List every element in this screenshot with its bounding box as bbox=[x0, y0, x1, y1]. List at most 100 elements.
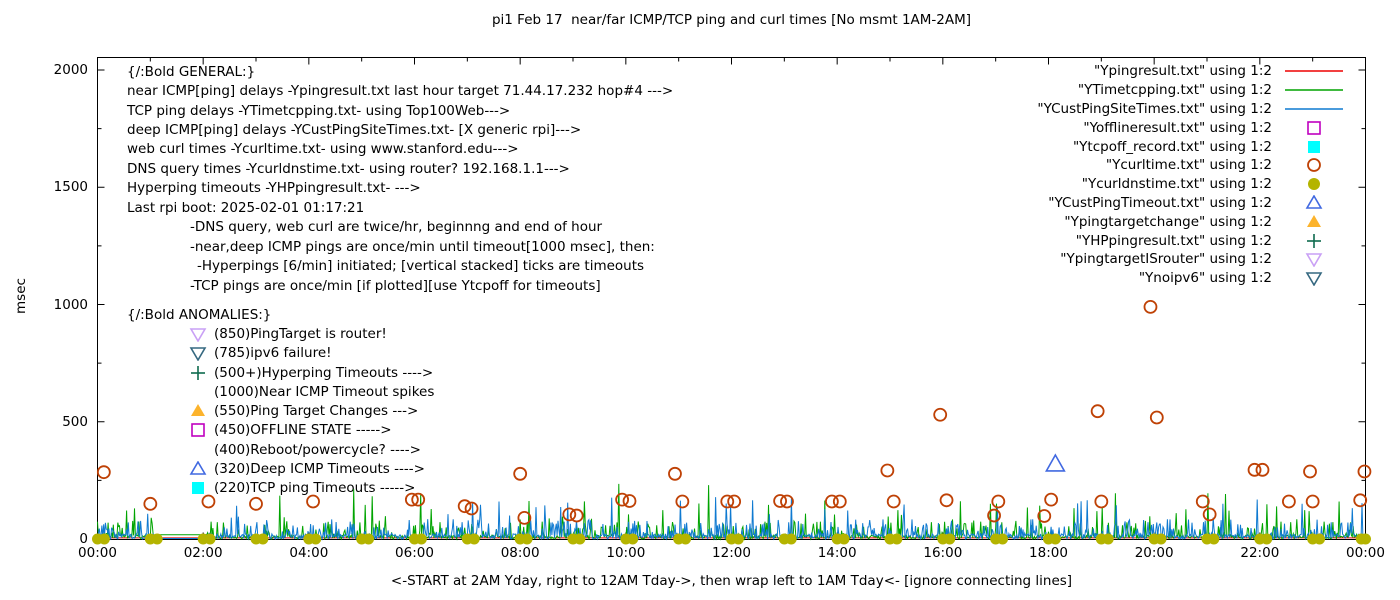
x-tick-label: 22:00 bbox=[1240, 545, 1280, 561]
annotation-line: Last rpi boot: 2025-02-01 01:17:21 bbox=[127, 198, 673, 217]
legend-marker bbox=[1276, 157, 1352, 173]
legend-label: "Ynoipv6" using 1:2 bbox=[1138, 270, 1272, 287]
legend-row: "YTimetcpping.txt" using 1:2 bbox=[860, 81, 1352, 100]
legend-label: "YCustPingSiteTimes.txt" using 1:2 bbox=[1037, 100, 1272, 117]
triangle-down-open-icon bbox=[189, 347, 207, 362]
legend-row: "YHPpingresult.txt" using 1:2 bbox=[860, 231, 1352, 250]
x-tick-label: 00:00 bbox=[78, 545, 117, 561]
annotation-text: (400)Reboot/powercycle? ----> bbox=[214, 441, 421, 458]
legend-label: "Ypingtargetchange" using 1:2 bbox=[1064, 213, 1272, 230]
legend-row: "Ypingtargetchange" using 1:2 bbox=[860, 212, 1352, 231]
annotation-line: (400)Reboot/powercycle? ----> bbox=[188, 440, 434, 459]
triangle-down-open-slot bbox=[188, 345, 214, 362]
annotation-line: DNS query times -Ycurldnstime.txt- using… bbox=[127, 159, 673, 178]
annotation-text: Last rpi boot: 2025-02-01 01:17:21 bbox=[127, 199, 365, 216]
triangle-down-open-icon bbox=[189, 328, 207, 342]
square-open-icon bbox=[1307, 120, 1321, 135]
y-tick-label: 1500 bbox=[53, 179, 88, 196]
annotation-line: (850)PingTarget is router! bbox=[188, 324, 434, 343]
legend-label: "Ycurltime.txt" using 1:2 bbox=[1105, 157, 1272, 174]
legend-marker bbox=[1276, 63, 1352, 79]
line-icon bbox=[1285, 89, 1343, 91]
series-Ycurltime.txt bbox=[96, 299, 1372, 525]
legend-row: "YCustPingSiteTimes.txt" using 1:2 bbox=[860, 100, 1352, 119]
x-tick-label: 00:00 bbox=[1346, 545, 1385, 561]
triangle-down-open-icon bbox=[1305, 272, 1323, 287]
triangle-up-filled-icon bbox=[191, 404, 205, 417]
legend-label: "Ytcpoff_record.txt" using 1:2 bbox=[1072, 138, 1272, 155]
annotation-text: TCP ping delays -YTimetcpping.txt- using… bbox=[127, 102, 511, 119]
x-tick-label: 18:00 bbox=[1029, 545, 1068, 561]
annotation-text: -Hyperpings [6/min] initiated; [vertical… bbox=[197, 258, 645, 275]
circle-filled-icon bbox=[1308, 178, 1320, 191]
annotation-line: {/:Bold ANOMALIES:} bbox=[127, 305, 434, 324]
annotation-line: -near,deep ICMP pings are once/min until… bbox=[190, 237, 673, 256]
x-tick-label: 06:00 bbox=[395, 545, 434, 561]
annotation-text: (850)PingTarget is router! bbox=[214, 325, 387, 342]
annotation-text: near ICMP[ping] delays -Ypingresult.txt … bbox=[127, 83, 674, 100]
legend-marker bbox=[1276, 120, 1352, 136]
legend-label: "Yofflineresult.txt" using 1:2 bbox=[1083, 119, 1272, 136]
legend-row: "Yofflineresult.txt" using 1:2 bbox=[860, 118, 1352, 137]
x-axis-label: <-START at 2AM Yday, right to 12AM Tday-… bbox=[390, 573, 1073, 589]
annotation-line: (220)TCP ping Timeouts -----> bbox=[188, 479, 434, 498]
triangle-down-open-slot bbox=[188, 326, 214, 342]
legend-label: "YpingtargetISrouter" using 1:2 bbox=[1060, 251, 1272, 268]
annotation-line: {/:Bold GENERAL:} bbox=[127, 62, 673, 81]
legend-marker bbox=[1276, 270, 1352, 287]
annotation-line: Hyperping timeouts -YHPpingresult.txt- -… bbox=[127, 179, 673, 198]
annotation-text: {/:Bold ANOMALIES:} bbox=[127, 306, 272, 323]
legend-label: "YTimetcpping.txt" using 1:2 bbox=[1077, 82, 1272, 99]
annotation-text: -DNS query, web curl are twice/hr, begin… bbox=[190, 219, 603, 236]
y-tick-label: 1000 bbox=[53, 296, 88, 313]
x-tick-label: 02:00 bbox=[183, 545, 223, 561]
legend-row: "Ynoipv6" using 1:2 bbox=[860, 269, 1352, 288]
annotation-line: -TCP pings are once/min [if plotted][use… bbox=[190, 276, 673, 295]
x-tick-label: 12:00 bbox=[712, 545, 751, 561]
plus-icon bbox=[1307, 233, 1321, 248]
x-tick-label: 20:00 bbox=[1134, 545, 1174, 561]
annotation-line: near ICMP[ping] delays -Ypingresult.txt … bbox=[127, 81, 673, 100]
annotation-text: (220)TCP ping Timeouts -----> bbox=[214, 480, 416, 497]
annotation-line: (450)OFFLINE STATE -----> bbox=[188, 421, 434, 440]
annotation-text: (500+)Hyperping Timeouts ----> bbox=[214, 364, 434, 381]
line-icon bbox=[1285, 108, 1343, 110]
axis-ticks bbox=[97, 57, 1366, 540]
line-icon bbox=[1285, 70, 1343, 73]
triangle-up-open-icon bbox=[1305, 194, 1323, 209]
legend: "Ypingresult.txt" using 1:2 "YTimetcpping… bbox=[860, 62, 1352, 288]
triangle-up-open-slot bbox=[188, 461, 214, 477]
plus-slot bbox=[188, 365, 214, 381]
legend-marker bbox=[1276, 101, 1352, 117]
annotation-line: (1000)Near ICMP Timeout spikes bbox=[188, 382, 434, 401]
legend-label: "Ypingresult.txt" using 1:2 bbox=[1094, 63, 1272, 80]
legend-marker bbox=[1276, 82, 1352, 98]
x-tick-label: 10:00 bbox=[606, 545, 646, 561]
square-open-icon bbox=[191, 423, 205, 438]
legend-row: "Ycurldnstime.txt" using 1:2 bbox=[860, 175, 1352, 194]
legend-label: "YHPpingresult.txt" using 1:2 bbox=[1075, 232, 1272, 249]
y-tick-label: 2000 bbox=[53, 62, 88, 78]
annotation-line: deep ICMP[ping] delays -YCustPingSiteTim… bbox=[127, 120, 673, 139]
triangle-up-filled-icon bbox=[1307, 214, 1321, 227]
legend-row: "YCustPingTimeout.txt" using 1:2 bbox=[860, 194, 1352, 213]
legend-marker bbox=[1276, 139, 1352, 155]
annotation-text: DNS query times -Ycurldnstime.txt- using… bbox=[127, 160, 570, 177]
annotation-text: (450)OFFLINE STATE -----> bbox=[214, 422, 392, 439]
square-open-slot bbox=[188, 422, 214, 438]
annotation-line: (500+)Hyperping Timeouts ----> bbox=[188, 363, 434, 382]
annotation-text: (785)ipv6 failure! bbox=[214, 345, 332, 362]
square-filled-icon bbox=[1308, 140, 1320, 153]
anomalies-annotation-block: {/:Bold ANOMALIES:} (850)PingTarget is ro… bbox=[127, 305, 434, 498]
annotation-line: (785)ipv6 failure! bbox=[188, 344, 434, 363]
series-YCustPingTimeout.txt bbox=[1045, 453, 1066, 472]
x-tick-label: 08:00 bbox=[500, 545, 540, 561]
annotation-line: TCP ping delays -YTimetcpping.txt- using… bbox=[127, 101, 673, 120]
legend-marker bbox=[1276, 214, 1352, 230]
legend-label: "Ycurldnstime.txt" using 1:2 bbox=[1081, 176, 1272, 193]
legend-marker bbox=[1276, 194, 1352, 211]
annotation-text: deep ICMP[ping] delays -YCustPingSiteTim… bbox=[127, 122, 582, 139]
square-filled-slot bbox=[188, 480, 214, 496]
